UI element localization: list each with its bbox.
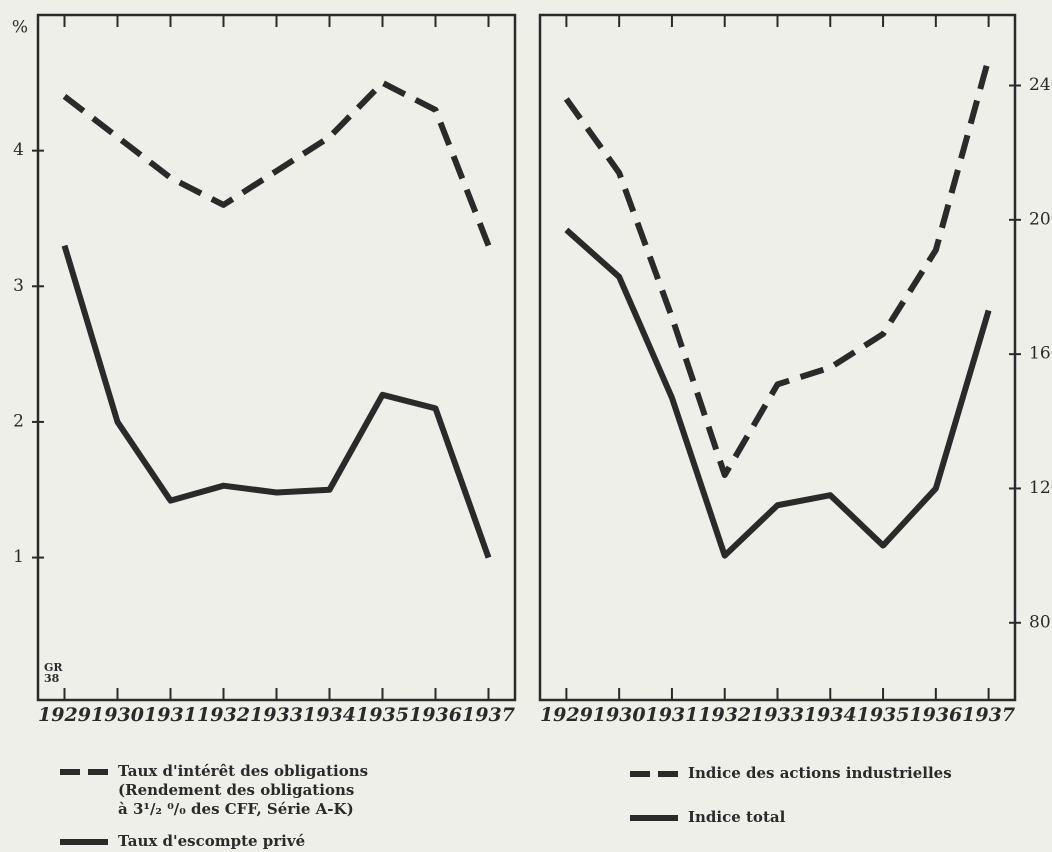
x-tick-label: 1935 [356,704,409,726]
y-tick-label: 80 [1029,612,1051,632]
y-tick-label: 240 [1029,75,1052,95]
plot-frame [36,13,517,702]
legend-label: Indice total [688,808,786,826]
y-tick-label: 3 [13,276,24,296]
y-tick-label: 120 [1029,478,1052,498]
y-tick-label: 4 [13,140,24,160]
x-tick-label: 1932 [197,704,250,726]
x-tick-label: 1929 [540,704,593,726]
x-tick-label: 1929 [38,704,91,726]
x-tick-label: 1933 [250,704,303,726]
legend-key [630,771,678,777]
x-tick-label: 1937 [962,704,1015,726]
y-tick-label: 160 [1029,344,1052,364]
series-line [564,227,992,559]
x-tick-label: 1936 [909,704,962,726]
series-line [563,57,992,479]
legend-key [60,769,108,775]
legend-label: Taux d'intérêt des obligations (Rendemen… [118,762,369,818]
x-tick-label: 1930 [593,704,646,726]
series-line [62,79,492,247]
x-tick-label: 1934 [303,704,356,726]
x-tick-label: 1931 [144,704,197,726]
legend-key [630,815,678,821]
y-tick-label: 1 [13,547,24,567]
legend-label: Indice des actions industrielles [688,764,952,782]
x-tick-label: 1933 [751,704,804,726]
y-tick-label: 2 [13,411,24,431]
plot-frame [538,13,1017,702]
x-tick-label: 1936 [409,704,462,726]
y-axis-label: % [12,18,28,38]
x-tick-label: 1930 [91,704,144,726]
annotation: GR 38 [44,661,63,685]
y-tick-label: 200 [1029,209,1052,229]
x-tick-label: 1937 [462,704,515,726]
x-tick-label: 1934 [804,704,857,726]
x-tick-label: 1935 [857,704,910,726]
legend-key [60,839,108,845]
series-line [61,244,492,559]
x-tick-label: 1932 [698,704,751,726]
x-tick-label: 1931 [645,704,698,726]
legend-label: Taux d'escompte privé [118,832,306,850]
